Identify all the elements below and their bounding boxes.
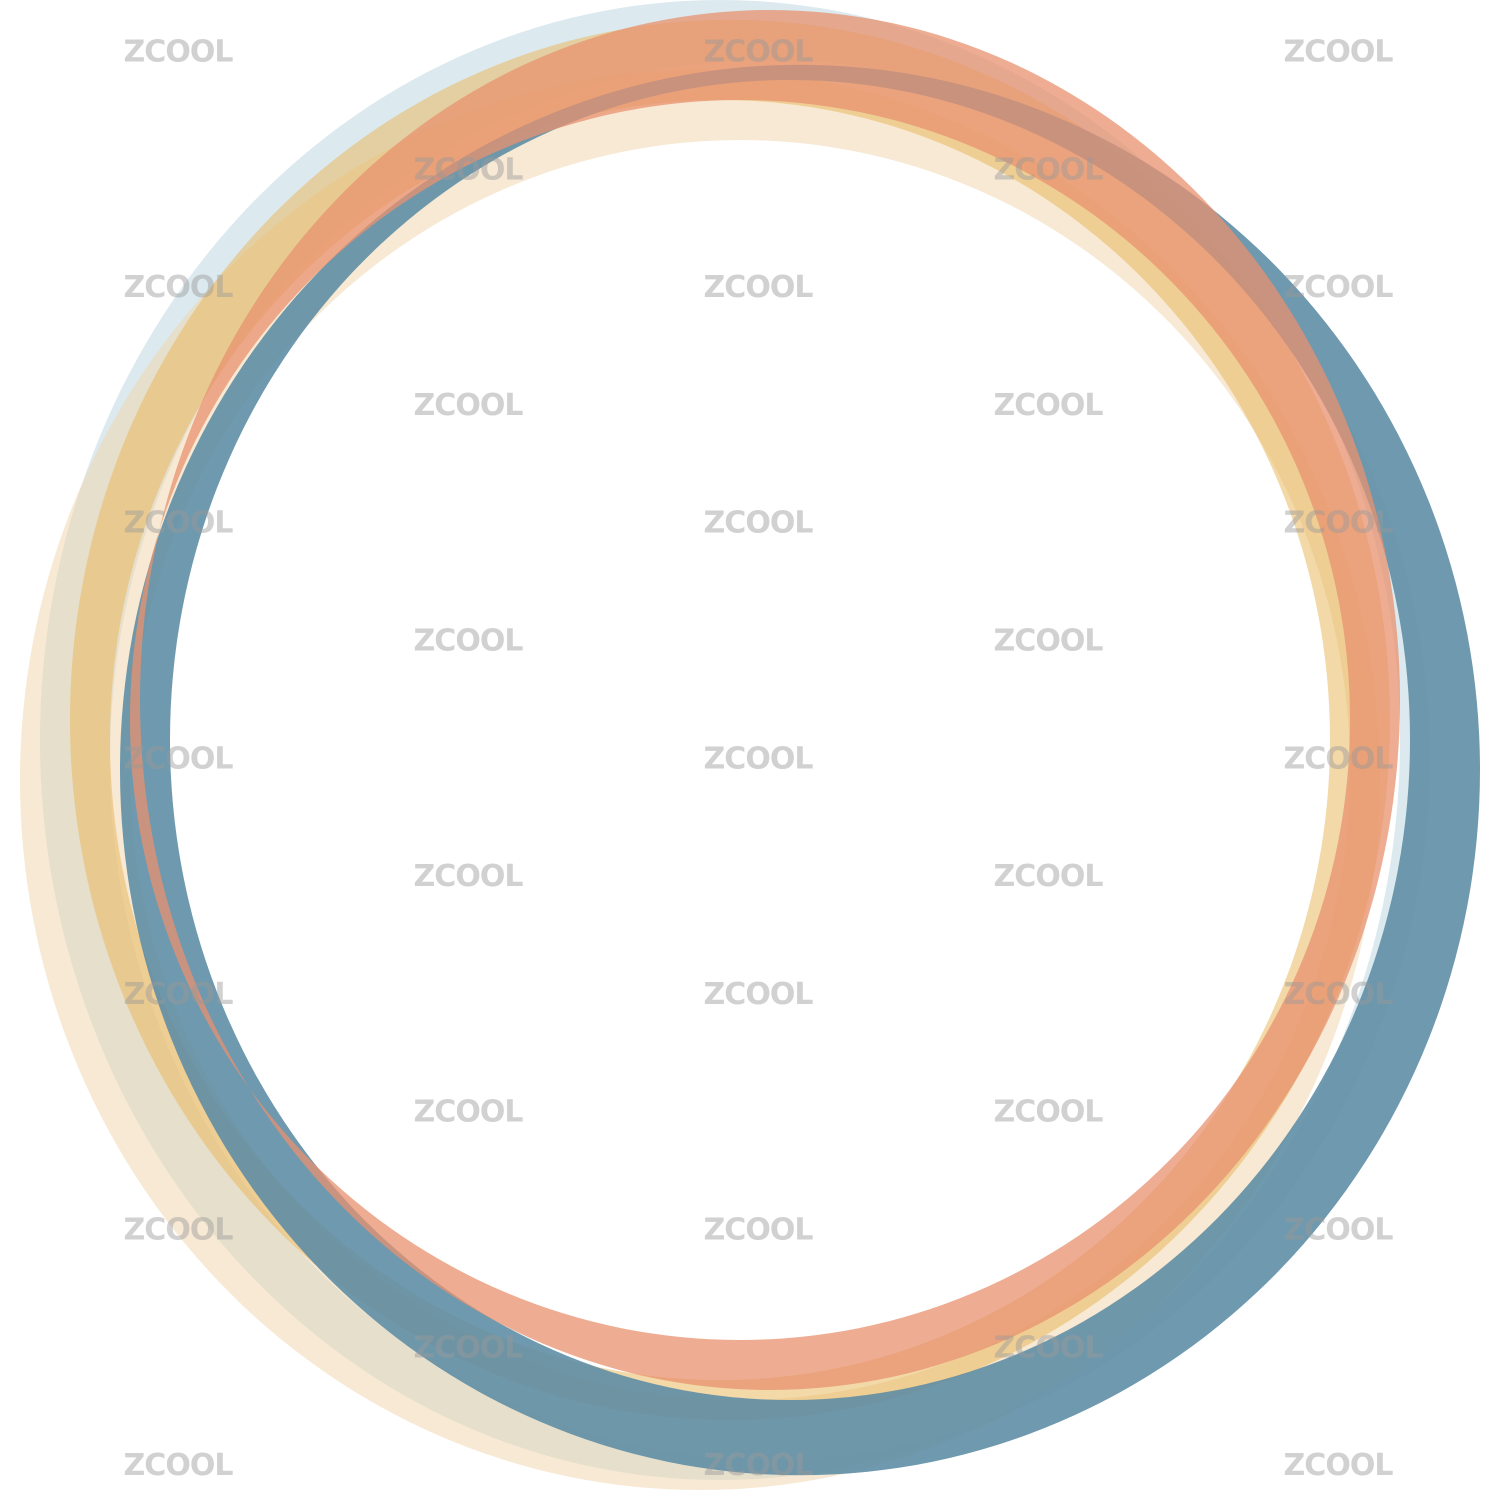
watermark: ZCOOL <box>1284 741 1394 776</box>
watermark: ZCOOL <box>1284 270 1394 305</box>
watermark: ZCOOL <box>994 1095 1104 1130</box>
watermark: ZCOOL <box>704 1448 814 1483</box>
watermark: ZCOOL <box>704 270 814 305</box>
watermark: ZCOOL <box>704 506 814 541</box>
watermark: ZCOOL <box>124 1448 234 1483</box>
watermark: ZCOOL <box>994 1330 1104 1365</box>
watermark: ZCOOL <box>994 859 1104 894</box>
watermark: ZCOOL <box>1284 1213 1394 1248</box>
watermark: ZCOOL <box>414 1330 524 1365</box>
watermark: ZCOOL <box>124 977 234 1012</box>
watermark: ZCOOL <box>414 859 524 894</box>
watermark: ZCOOL <box>994 152 1104 187</box>
watermark: ZCOOL <box>704 977 814 1012</box>
watermark: ZCOOL <box>1284 35 1394 70</box>
watermark: ZCOOL <box>124 270 234 305</box>
watermark: ZCOOL <box>1284 977 1394 1012</box>
watermark: ZCOOL <box>1284 1448 1394 1483</box>
watermark: ZCOOL <box>414 1095 524 1130</box>
watermark: ZCOOL <box>124 35 234 70</box>
watermark: ZCOOL <box>414 388 524 423</box>
watermark: ZCOOL <box>704 1213 814 1248</box>
watermark: ZCOOL <box>704 741 814 776</box>
watermark: ZCOOL <box>124 741 234 776</box>
watermark: ZCOOL <box>1284 506 1394 541</box>
watermark: ZCOOL <box>124 1213 234 1248</box>
watermarks: ZCOOL ZCOOL ZCOOL ZCOOL ZCOOL ZCOOL ZCOOL ZCOOL… <box>124 35 1395 1484</box>
watermark: ZCOOL <box>124 506 234 541</box>
watermark: ZCOOL <box>414 152 524 187</box>
watermark: ZCOOL <box>414 624 524 659</box>
watermark: ZCOOL <box>704 35 814 70</box>
watermark: ZCOOL <box>994 388 1104 423</box>
watermark: ZCOOL <box>994 624 1104 659</box>
